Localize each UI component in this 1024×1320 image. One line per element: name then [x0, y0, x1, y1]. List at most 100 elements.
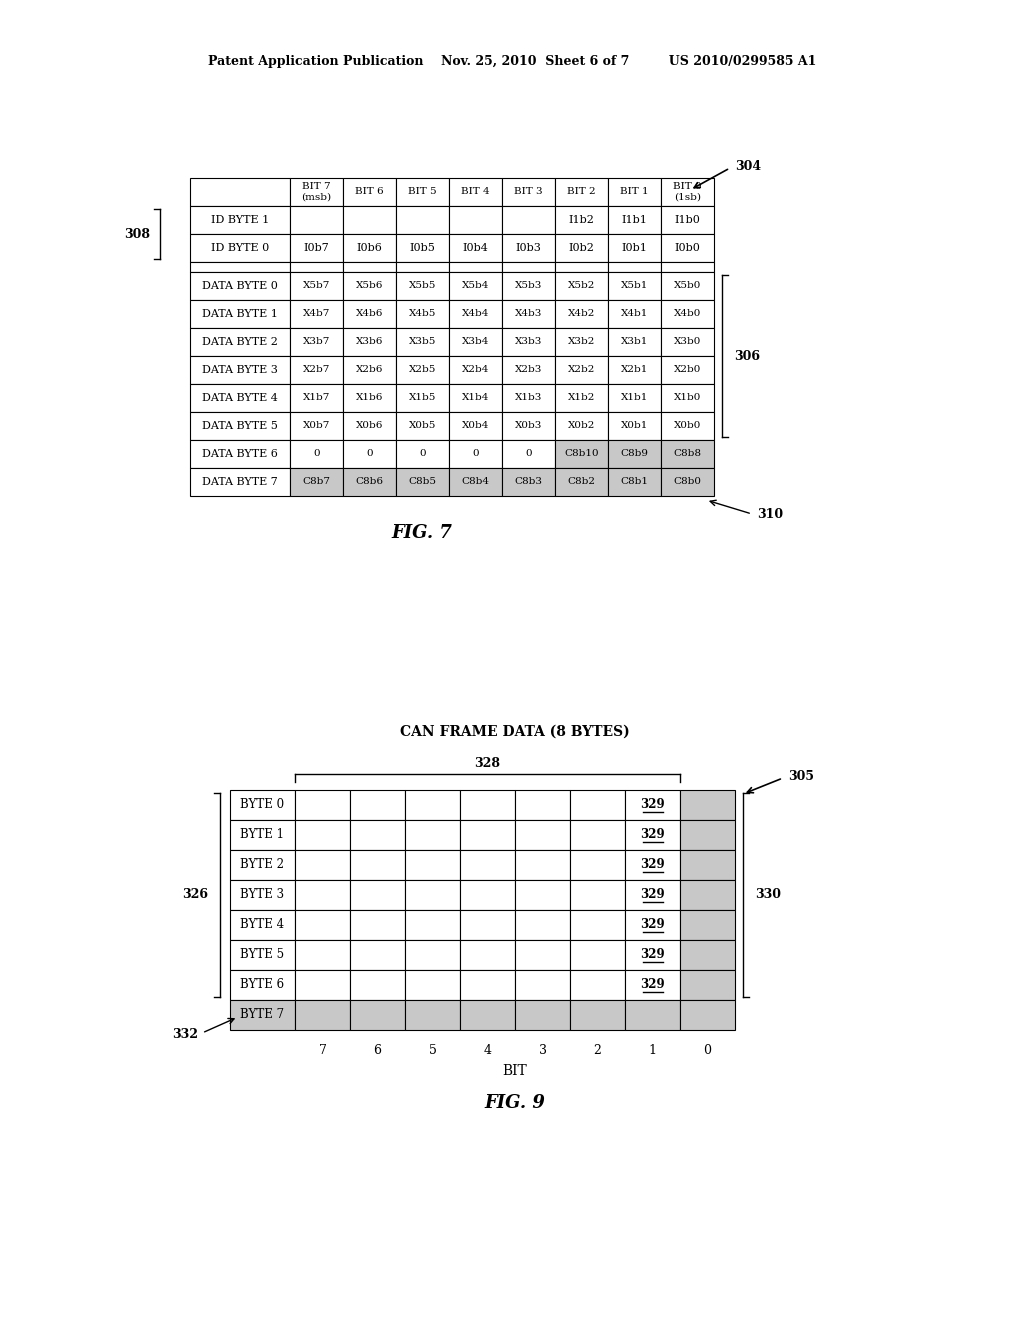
- Text: 326: 326: [182, 888, 208, 902]
- Bar: [449, 178, 502, 206]
- Text: X0b3: X0b3: [515, 421, 542, 430]
- Bar: [290, 356, 343, 384]
- Text: I1b2: I1b2: [568, 215, 595, 224]
- Bar: [502, 412, 555, 440]
- Bar: [662, 206, 714, 234]
- Text: 304: 304: [735, 160, 761, 173]
- Text: X1b5: X1b5: [409, 393, 436, 403]
- Text: 3: 3: [539, 1044, 547, 1057]
- Bar: [396, 327, 449, 356]
- Bar: [190, 261, 290, 272]
- Bar: [449, 261, 502, 272]
- Bar: [625, 909, 680, 940]
- Text: X3b0: X3b0: [674, 338, 701, 346]
- Bar: [190, 412, 290, 440]
- Text: X1b2: X1b2: [568, 393, 595, 403]
- Bar: [680, 820, 735, 850]
- Bar: [343, 327, 396, 356]
- Text: X0b7: X0b7: [303, 421, 330, 430]
- Bar: [555, 261, 608, 272]
- Text: C8b2: C8b2: [567, 478, 596, 487]
- Bar: [625, 1001, 680, 1030]
- Bar: [230, 820, 295, 850]
- Text: X3b1: X3b1: [621, 338, 648, 346]
- Bar: [396, 272, 449, 300]
- Text: 4: 4: [483, 1044, 492, 1057]
- Bar: [502, 178, 555, 206]
- Bar: [396, 384, 449, 412]
- Bar: [343, 261, 396, 272]
- Text: BYTE 0: BYTE 0: [241, 799, 285, 812]
- Bar: [396, 356, 449, 384]
- Bar: [290, 206, 343, 234]
- Bar: [449, 300, 502, 327]
- Text: X1b4: X1b4: [462, 393, 489, 403]
- Bar: [230, 850, 295, 880]
- Bar: [680, 970, 735, 1001]
- Text: I1b1: I1b1: [622, 215, 647, 224]
- Bar: [460, 850, 515, 880]
- Text: X4b6: X4b6: [355, 309, 383, 318]
- Text: I0b6: I0b6: [356, 243, 382, 253]
- Text: C8b1: C8b1: [621, 478, 648, 487]
- Text: DATA BYTE 0: DATA BYTE 0: [202, 281, 278, 290]
- Text: 329: 329: [640, 948, 665, 961]
- Text: X4b5: X4b5: [409, 309, 436, 318]
- Text: BIT: BIT: [503, 1064, 527, 1078]
- Text: 306: 306: [734, 350, 760, 363]
- Bar: [295, 850, 350, 880]
- Text: 0: 0: [472, 450, 479, 458]
- Bar: [608, 440, 662, 469]
- Text: X5b4: X5b4: [462, 281, 489, 290]
- Text: X4b7: X4b7: [303, 309, 330, 318]
- Bar: [396, 412, 449, 440]
- Bar: [460, 909, 515, 940]
- Bar: [662, 272, 714, 300]
- Text: X2b6: X2b6: [355, 366, 383, 375]
- Bar: [295, 880, 350, 909]
- Text: X1b1: X1b1: [621, 393, 648, 403]
- Bar: [570, 909, 625, 940]
- Bar: [396, 261, 449, 272]
- Text: 329: 329: [640, 828, 665, 841]
- Bar: [460, 789, 515, 820]
- Bar: [230, 940, 295, 970]
- Bar: [680, 1001, 735, 1030]
- Text: BYTE 2: BYTE 2: [241, 858, 285, 871]
- Bar: [350, 880, 406, 909]
- Text: BIT 5: BIT 5: [409, 187, 437, 197]
- Bar: [555, 206, 608, 234]
- Bar: [406, 820, 460, 850]
- Text: CAN FRAME DATA (8 BYTES): CAN FRAME DATA (8 BYTES): [400, 725, 630, 739]
- Bar: [555, 234, 608, 261]
- Text: 308: 308: [124, 227, 150, 240]
- Bar: [502, 356, 555, 384]
- Text: X2b5: X2b5: [409, 366, 436, 375]
- Text: X1b6: X1b6: [355, 393, 383, 403]
- Bar: [662, 412, 714, 440]
- Text: X0b1: X0b1: [621, 421, 648, 430]
- Bar: [625, 820, 680, 850]
- Text: DATA BYTE 4: DATA BYTE 4: [202, 393, 278, 403]
- Bar: [570, 940, 625, 970]
- Bar: [230, 880, 295, 909]
- Bar: [608, 469, 662, 496]
- Bar: [343, 272, 396, 300]
- Bar: [515, 820, 570, 850]
- Bar: [230, 909, 295, 940]
- Bar: [625, 789, 680, 820]
- Text: 329: 329: [640, 978, 665, 990]
- Bar: [190, 327, 290, 356]
- Bar: [662, 384, 714, 412]
- Bar: [350, 970, 406, 1001]
- Bar: [295, 940, 350, 970]
- Bar: [449, 327, 502, 356]
- Text: I0b7: I0b7: [304, 243, 330, 253]
- Text: X5b1: X5b1: [621, 281, 648, 290]
- Bar: [555, 440, 608, 469]
- Bar: [190, 469, 290, 496]
- Text: X3b6: X3b6: [355, 338, 383, 346]
- Bar: [502, 300, 555, 327]
- Bar: [570, 970, 625, 1001]
- Text: FIG. 9: FIG. 9: [484, 1094, 546, 1111]
